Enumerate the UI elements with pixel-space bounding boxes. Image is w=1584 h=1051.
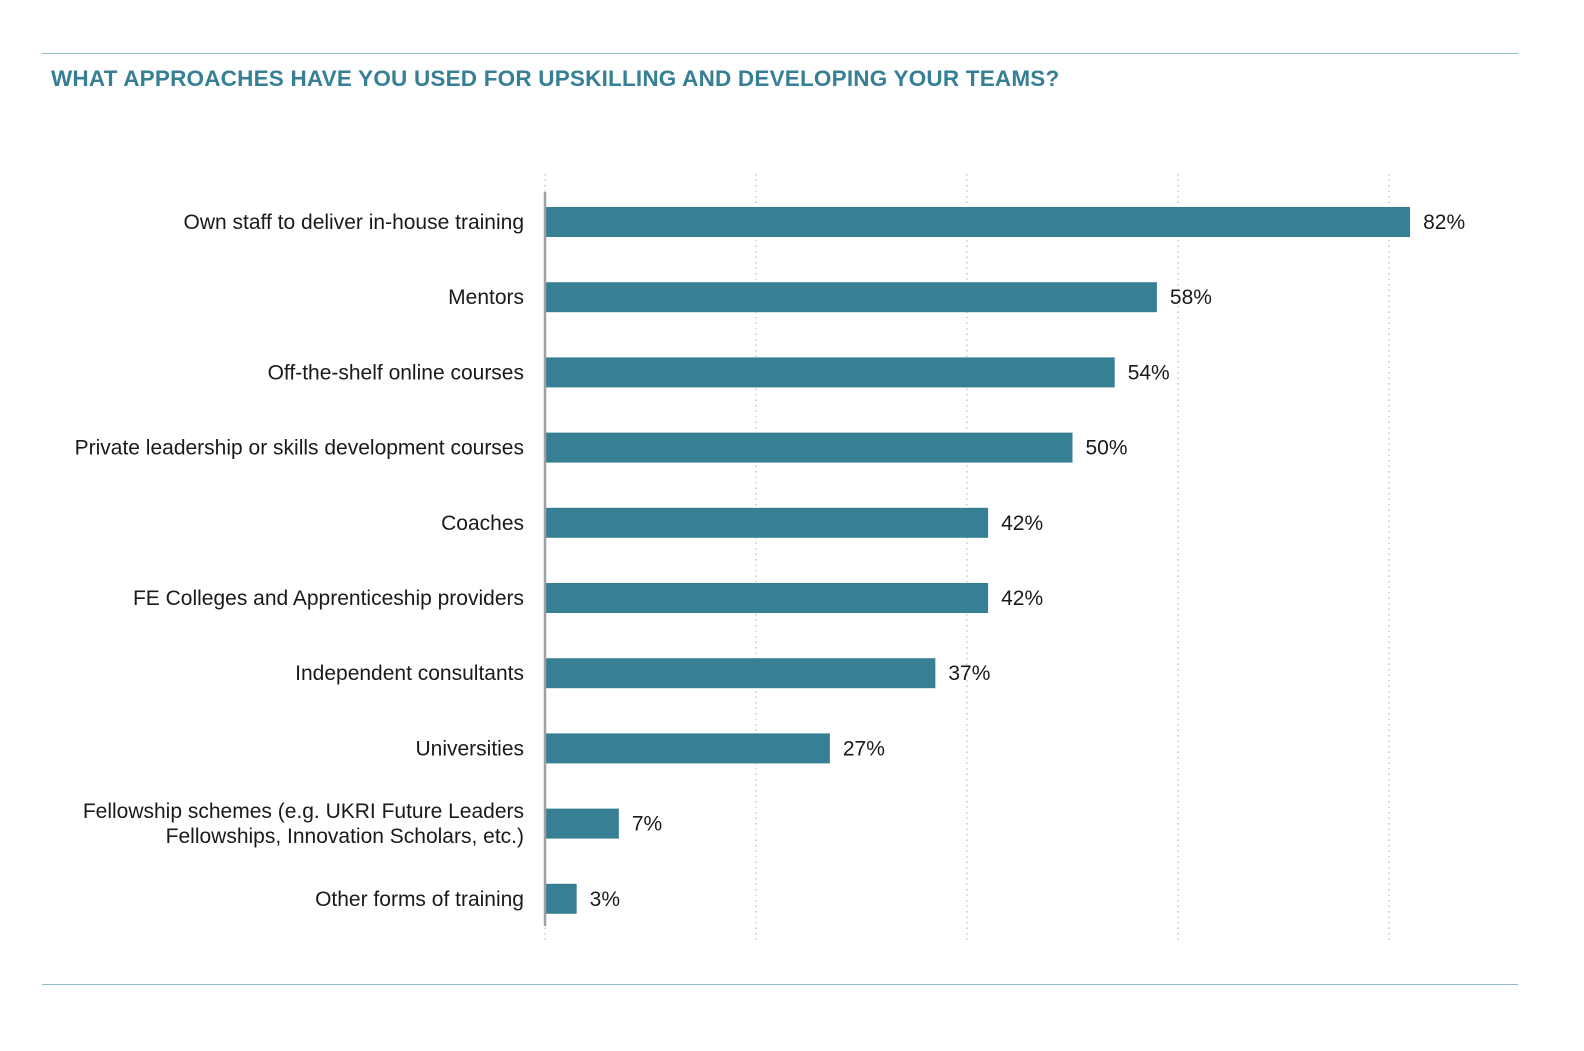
category-label: Private leadership or skills development… — [75, 437, 524, 460]
category-label: Coaches — [441, 512, 524, 535]
bar — [545, 207, 1411, 237]
category-label: Other forms of training — [315, 888, 524, 911]
bar — [545, 733, 830, 764]
bar — [545, 583, 989, 613]
value-label: 3% — [590, 888, 620, 911]
category-label: Fellowships, Innovation Scholars, etc.) — [166, 825, 524, 848]
top-rule — [42, 53, 1518, 54]
value-label: 54% — [1128, 361, 1170, 384]
category-label: Mentors — [448, 286, 524, 309]
value-label: 50% — [1086, 437, 1128, 460]
category-label: Off-the-shelf online courses — [268, 361, 524, 384]
category-label: Fellowship schemes (e.g. UKRI Future Lea… — [83, 800, 524, 823]
bar — [545, 658, 936, 689]
value-label: 58% — [1170, 286, 1212, 309]
category-label: Independent consultants — [295, 662, 524, 685]
bar — [545, 883, 577, 914]
value-label: 82% — [1423, 211, 1465, 234]
bar — [545, 507, 989, 538]
value-label: 7% — [632, 813, 662, 836]
category-label: FE Colleges and Apprenticeship providers — [133, 587, 524, 610]
value-label: 37% — [948, 662, 990, 685]
value-label: 42% — [1001, 512, 1043, 535]
bar — [545, 808, 619, 839]
bar — [545, 357, 1115, 388]
bar — [545, 282, 1157, 313]
category-label: Own staff to deliver in-house training — [184, 211, 524, 234]
value-label: 42% — [1001, 587, 1043, 610]
category-label: Universities — [415, 737, 524, 760]
value-label: 27% — [843, 737, 885, 760]
bar — [545, 432, 1073, 463]
bottom-rule — [42, 984, 1518, 985]
chart-title: WHAT APPROACHES HAVE YOU USED FOR UPSKIL… — [51, 66, 1060, 91]
